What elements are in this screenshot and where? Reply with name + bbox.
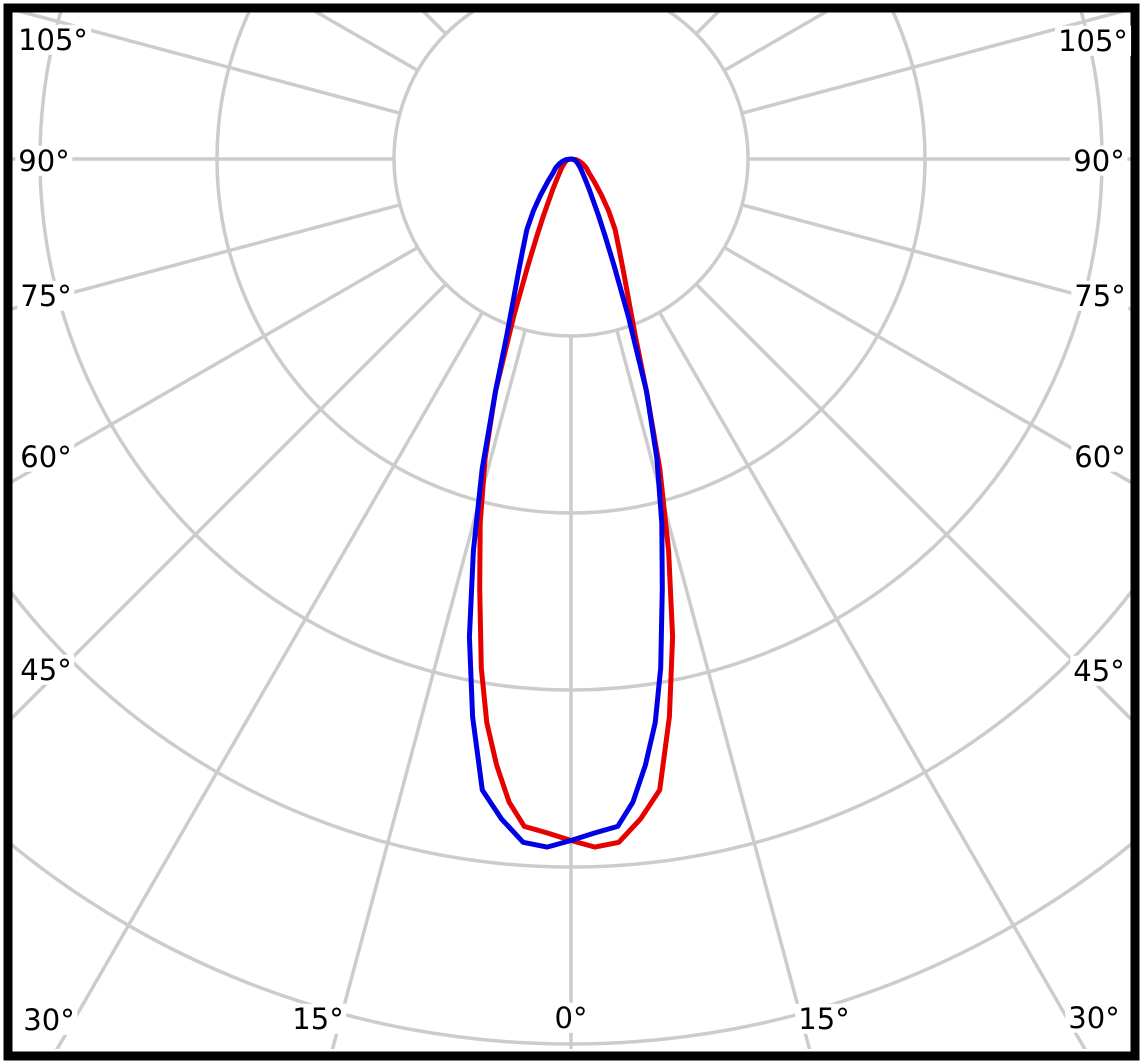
angle-tick-label-9-60deg: 60° bbox=[1071, 441, 1129, 472]
angle-tick-label-11-30deg: 30° bbox=[1065, 1002, 1123, 1033]
radial-line-45-right bbox=[694, 282, 1131, 722]
radial-line-105-right bbox=[741, 12, 1127, 115]
angle-tick-label-7-90deg: 90° bbox=[1070, 145, 1128, 176]
angle-tick-label-2-75deg: 75° bbox=[17, 280, 75, 311]
radial-line-30-left bbox=[55, 311, 485, 1049]
angle-tick-label-1-90deg: 90° bbox=[15, 145, 73, 176]
radial-line-75-left bbox=[12, 203, 401, 311]
angle-tick-label-10-45deg: 45° bbox=[1070, 655, 1128, 686]
radial-line-60-right bbox=[723, 245, 1131, 485]
angle-tick-label-5-30deg: 30° bbox=[20, 1004, 78, 1035]
angle-tick-label-8-75deg: 75° bbox=[1071, 280, 1129, 311]
red-plane-curve bbox=[477, 156, 676, 850]
angle-tick-label-12-15deg: 15° bbox=[289, 1003, 347, 1034]
radial-line-15-right bbox=[615, 329, 812, 1049]
radial-line-60-left bbox=[12, 245, 419, 484]
blue-plane-curve bbox=[466, 156, 665, 850]
angle-tick-label-3-60deg: 60° bbox=[17, 441, 75, 472]
polar-ring-1 bbox=[392, 12, 750, 338]
radial-line-105-left bbox=[15, 12, 401, 115]
radial-line-15-left bbox=[330, 329, 527, 1049]
angle-tick-label-0-105deg: 105° bbox=[15, 24, 91, 55]
angle-tick-label-6-105deg: 105° bbox=[1055, 25, 1131, 56]
radial-line-75-right bbox=[741, 203, 1131, 311]
angle-tick-label-4-45deg: 45° bbox=[17, 654, 75, 685]
chart-frame bbox=[3, 3, 1140, 1061]
radial-line-45-left bbox=[12, 282, 448, 721]
angle-tick-label-13-0deg: 0° bbox=[551, 1002, 591, 1033]
radial-line-30-right bbox=[657, 311, 1087, 1049]
angle-tick-label-14-15deg: 15° bbox=[795, 1003, 853, 1034]
